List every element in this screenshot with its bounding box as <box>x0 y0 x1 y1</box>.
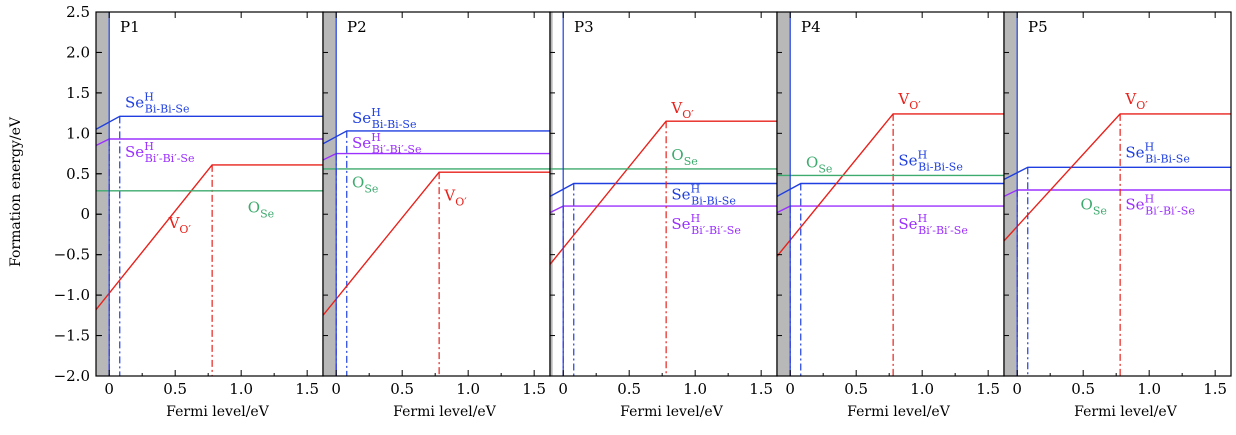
panel-p1: 0 0.5 1.0 1.5 Fermi level/eV P1 −2.0 −1.5 −1.0 −0… <box>54 3 324 420</box>
x-tick-label: 1.0 <box>683 380 707 398</box>
panel-tag: P5 <box>1028 18 1048 36</box>
valence-band-shade <box>96 12 110 376</box>
y-tick-label: −1.0 <box>54 286 90 304</box>
x-tick-label: 1.0 <box>229 380 253 398</box>
panel-tag: P2 <box>347 18 367 36</box>
x-tick-label: 0.5 <box>390 380 414 398</box>
series-group <box>777 12 1004 376</box>
series-group <box>1004 12 1231 376</box>
series-line-v-o <box>96 164 323 311</box>
y-tick-label: 1.0 <box>66 124 90 142</box>
panel-p2: 0 0.5 1.0 1.5 Fermi level/eV P2 SeH Bi-Bi-SeSeH… <box>322 11 551 420</box>
panel-p5: 0 0.5 1.0 1.5 Fermi level/eV P5 VO′ SeH Bi-Bi-Se… <box>1003 11 1232 420</box>
series-label-se-bibise: SeH Bi-Bi-Se <box>1125 141 1189 166</box>
panel-frame <box>776 11 1005 377</box>
series-line-v-o <box>1004 113 1231 242</box>
y-tick-label: 0.5 <box>66 165 90 183</box>
panel-frame <box>1003 11 1232 377</box>
series-line-se-bibi <box>1004 189 1231 198</box>
series-line-se-bibise <box>550 182 777 198</box>
x-tick-label: 1.5 <box>976 380 1000 398</box>
series-label-se-bibise: SeH Bi-Bi-Se <box>352 106 416 131</box>
y-tick-label: −0.5 <box>54 246 90 264</box>
y-tick-label: 1.5 <box>66 84 90 102</box>
panels-group: 0 0.5 1.0 1.5 Fermi level/eV P1 −2.0 −1.5 −1.0 −0… <box>54 3 1232 420</box>
series-label-o-se: OSe <box>1081 195 1107 217</box>
y-tick-label: −2.0 <box>54 367 90 385</box>
series-label-o-se: OSe <box>806 153 832 175</box>
x-tick-label: 1.5 <box>1203 380 1227 398</box>
series-label-v-o: VO′ <box>168 214 192 236</box>
x-tick-label: 0 <box>1012 380 1022 398</box>
series-label-se-bibise: SeH Bi-Bi-Se <box>898 149 962 174</box>
series-label-v-o: VO′ <box>897 90 921 112</box>
x-axis-label: Fermi level/eV <box>393 404 497 420</box>
panel-p4: 0 0.5 1.0 1.5 Fermi level/eV P4 VO′ OSe SeH Bi-Bi… <box>776 11 1005 420</box>
series-label-v-o: VO′ <box>443 186 467 208</box>
series-label-v-o: VO′ <box>1124 90 1148 112</box>
valence-band-shade <box>550 12 553 376</box>
series-line-se-bibi <box>323 152 550 161</box>
x-axis-label: Fermi level/eV <box>620 404 724 420</box>
x-tick-label: 1.0 <box>910 380 934 398</box>
series-line-se-bibi <box>550 205 777 214</box>
y-tick-label: 2.5 <box>66 3 90 21</box>
y-tick-label: 0 <box>80 205 90 223</box>
x-tick-label: 1.0 <box>456 380 480 398</box>
valence-band-shade <box>323 12 337 376</box>
series-group <box>323 12 550 376</box>
series-label-se-bibi: SeH Bi′-Bi′-Se <box>352 131 421 156</box>
panel-frame <box>322 11 551 377</box>
y-tick-label: 2.0 <box>66 43 90 61</box>
series-label-se-bibise: SeH Bi-Bi-Se <box>671 183 735 208</box>
series-group <box>550 12 777 376</box>
series-line-se-bibise <box>777 182 1004 198</box>
panel-tag: P3 <box>574 18 594 36</box>
series-label-o-se: OSe <box>248 199 274 221</box>
x-axis-label: Fermi level/eV <box>166 404 270 420</box>
x-tick-label: 1.5 <box>749 380 773 398</box>
series-label-se-bibi: SeH Bi′-Bi′-Se <box>898 212 967 237</box>
series-line-v-o <box>323 171 550 316</box>
x-tick-label: 0 <box>558 380 568 398</box>
x-tick-label: 0.5 <box>617 380 641 398</box>
x-tick-label: 0 <box>104 380 114 398</box>
series-line-se-bibi <box>777 205 1004 214</box>
series-label-v-o: VO′ <box>670 99 694 121</box>
series-label-se-bibise: SeH Bi-Bi-Se <box>125 90 189 115</box>
series-label-o-se: OSe <box>352 174 378 196</box>
panel-tag: P4 <box>801 18 821 36</box>
valence-band-shade <box>1004 12 1018 376</box>
series-line-v-o <box>777 113 1004 257</box>
x-tick-label: 0.5 <box>844 380 868 398</box>
y-tick-label: −1.5 <box>54 327 90 345</box>
series-line-se-bibise <box>1004 166 1231 181</box>
series-line-v-o <box>550 120 777 265</box>
x-axis-label: Fermi level/eV <box>1074 404 1178 420</box>
x-tick-label: 0.5 <box>163 380 187 398</box>
panel-frame <box>95 11 324 377</box>
x-axis-label: Fermi level/eV <box>847 404 951 420</box>
x-tick-label: 0 <box>331 380 341 398</box>
x-tick-label: 1.5 <box>522 380 546 398</box>
valence-band-shade <box>777 12 791 376</box>
x-tick-label: 1.5 <box>295 380 319 398</box>
series-line-se-bibise <box>96 115 323 130</box>
series-group <box>96 12 323 376</box>
y-axis-label: Formation energy/eV <box>8 116 24 267</box>
series-label-se-bibi: SeH Bi′-Bi′-Se <box>125 140 194 165</box>
panel-tag: P1 <box>120 18 140 36</box>
x-tick-label: 1.0 <box>1137 380 1161 398</box>
x-tick-label: 0.5 <box>1071 380 1095 398</box>
series-line-se-bibise <box>323 130 550 145</box>
series-label-se-bibi: SeH Bi′-Bi′-Se <box>671 212 740 237</box>
x-tick-label: 0 <box>785 380 795 398</box>
panel-frame <box>549 11 778 377</box>
series-label-se-bibi: SeH Bi′-Bi′-Se <box>1125 192 1194 217</box>
panel-p3: 0 0.5 1.0 1.5 Fermi level/eV P3 VO′ OSe SeH Bi-Bi… <box>549 11 778 420</box>
series-label-o-se: OSe <box>671 146 697 168</box>
